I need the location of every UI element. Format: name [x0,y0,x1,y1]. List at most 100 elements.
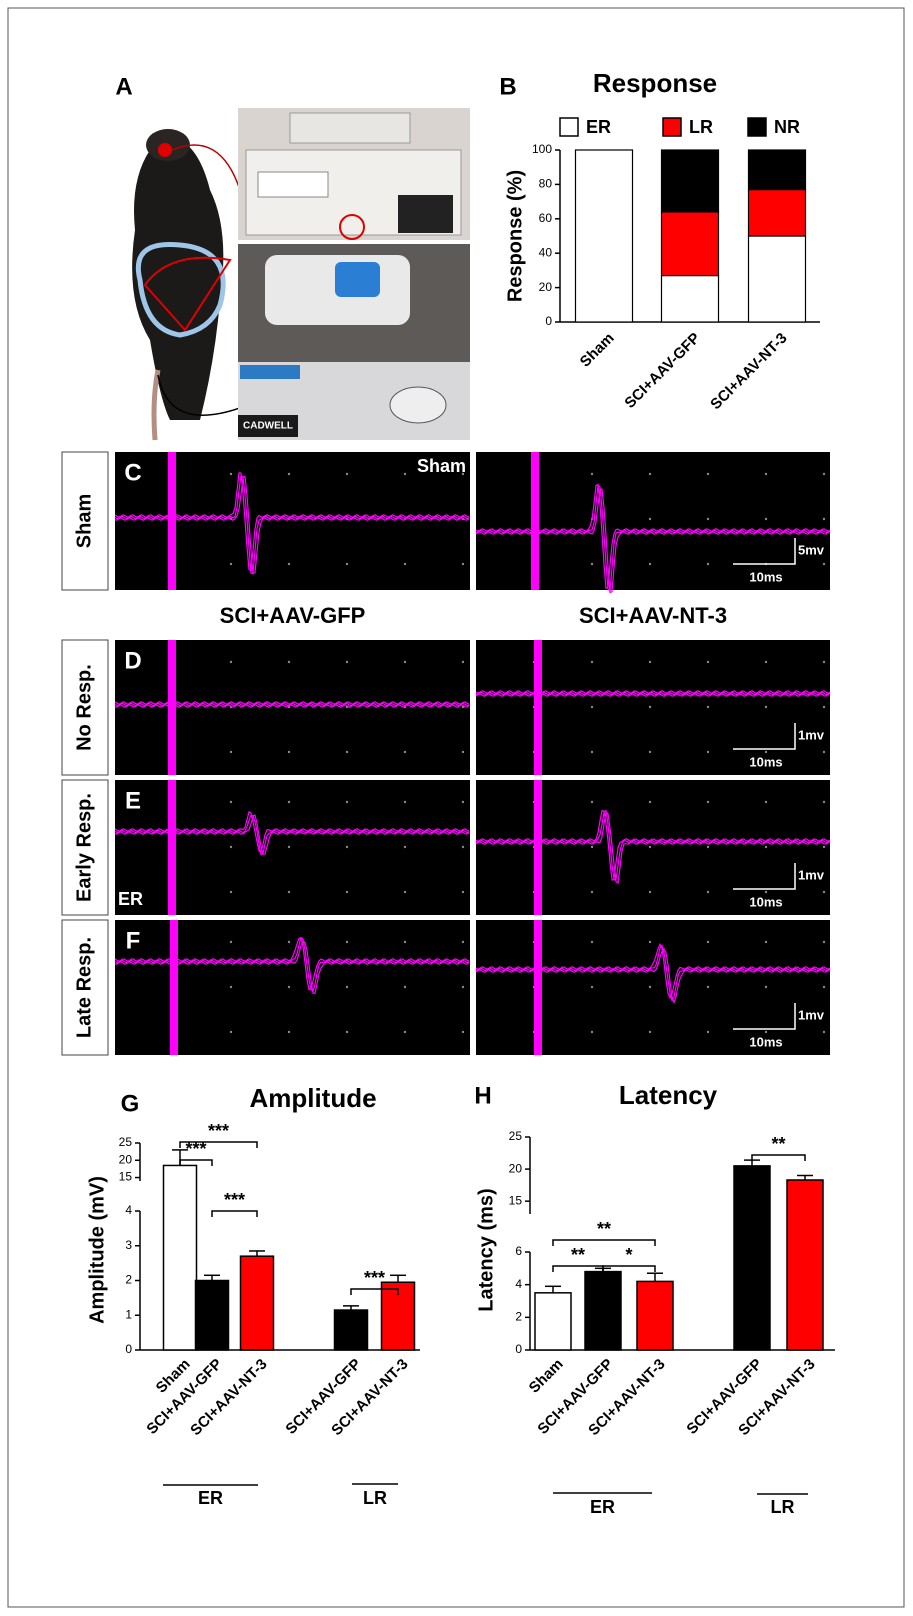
keys [240,365,300,379]
grid-dot [229,940,233,944]
grid-dot [461,940,465,944]
grid-dot [822,517,826,521]
grid-dot [590,660,594,664]
legend-swatch [559,117,579,137]
highlight [339,214,365,240]
bar [733,1165,771,1351]
legend-swatch [747,117,767,137]
y-tick-label: 6 [515,1244,522,1258]
trace [475,693,831,697]
scale-bar [733,863,796,890]
trace-tag: ER [118,889,143,909]
grid-dot [648,845,652,849]
grid-dot [590,800,594,804]
grid-dot [706,660,710,664]
grid-dot [590,890,594,894]
x-tick-label: Sham [577,330,618,371]
grid-dot [229,562,233,566]
grid-dot [590,845,594,849]
bar [162,1164,198,1351]
y-tick-label: 20 [539,280,553,294]
grid-dot [287,660,291,664]
trace [475,488,831,594]
y-tick-label: 25 [509,1129,523,1143]
grid-dot [287,750,291,754]
row-label: No Resp. [73,664,95,751]
y-tick-label: 1 [125,1307,132,1321]
grid-dot [764,750,768,754]
y-tick-label: 4 [515,1277,522,1291]
mouse [132,140,224,420]
significance-label: * [625,1245,632,1265]
y-tick-label: 3 [125,1238,132,1252]
grid-dot [706,562,710,566]
grid-dot [822,1030,826,1034]
grid-dot [764,800,768,804]
panel-letter: A [115,73,132,100]
tail [151,369,161,441]
trace [114,814,470,855]
scale-bar [733,1003,796,1030]
grid-dot [461,472,465,476]
row-label-box [61,779,109,916]
trace-tag: Sham [417,456,466,476]
grid-dot [648,660,652,664]
panel-letter: E [125,787,141,814]
y-tick-label: 20 [509,1161,523,1175]
x-tick-label: SCI+AAV-NT-3 [707,330,790,413]
chart-title: Amplitude [249,1083,376,1113]
bar-segment [747,149,807,191]
significance-label: ** [571,1245,585,1265]
grid-dot [345,890,349,894]
grid-dot [590,1030,594,1034]
grid-dot [287,1030,291,1034]
y-axis-label: Amplitude (mV) [86,1176,108,1324]
row-label: Sham [73,494,95,548]
grid-dot [764,660,768,664]
significance-bracket [602,1265,656,1272]
grid-dot [590,705,594,709]
significance-label: ** [771,1134,785,1154]
bar [194,1279,230,1351]
y-tick-label: 25 [119,1135,133,1149]
row-label-box [61,919,109,1056]
trace [475,691,831,696]
grid-dot [764,845,768,849]
trace [114,702,470,707]
grid-dot [706,750,710,754]
grid-dot [590,940,594,944]
significance-label: *** [208,1121,229,1141]
grid-dot [822,660,826,664]
scale-voltage: 1mv [798,1007,825,1022]
grid-dot [706,705,710,709]
group-label: ER [198,1488,223,1508]
grid-dot [590,750,594,754]
grid-dot [822,800,826,804]
meter [257,171,329,198]
grid-dot [287,940,291,944]
grid-dot [229,750,233,754]
grid-dot [648,890,652,894]
grid-dot [229,1030,233,1034]
trace [475,947,831,1005]
panel-letter: C [124,459,141,486]
leg-outline [136,241,226,338]
trace [475,942,831,1000]
grid-dot [345,845,349,849]
grid-dot [822,940,826,944]
row-label-box [61,639,109,776]
row-label-box [61,451,109,591]
grid-dot [345,472,349,476]
trace [475,809,831,881]
grid-dot [287,890,291,894]
grid-dot [229,800,233,804]
bar-segment [660,274,720,323]
y-tick-label: 0 [125,1342,132,1356]
significance-bracket [751,1154,806,1161]
stimulus-artifact [168,640,176,775]
group-label: LR [771,1497,795,1517]
photo [115,108,470,443]
significance-label: *** [364,1268,385,1288]
panel-letter: F [126,927,141,954]
